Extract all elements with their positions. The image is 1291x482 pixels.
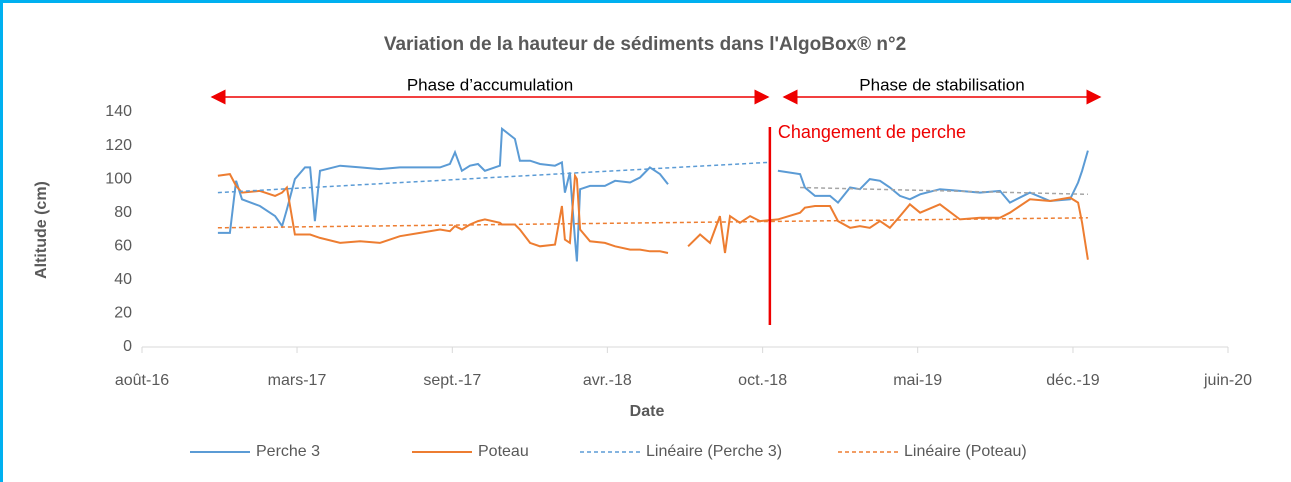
data-line xyxy=(217,172,1089,260)
y-tick-label: 20 xyxy=(114,305,132,322)
y-axis-title: Altitude (cm) xyxy=(33,181,50,279)
y-tick-label: 0 xyxy=(123,338,132,355)
y-tick-label: 60 xyxy=(114,238,132,255)
x-tick-label: mai-19 xyxy=(893,372,942,389)
phase-label: Phase d’accumulation xyxy=(407,75,573,94)
x-tick-label: oct.-18 xyxy=(738,372,787,389)
chart-title: Variation de la hauteur de sédiments dan… xyxy=(384,34,906,55)
trend-line xyxy=(800,186,1088,196)
legend-label: Poteau xyxy=(478,443,529,460)
y-tick-label: 120 xyxy=(105,137,132,154)
y-tick-label: 140 xyxy=(105,103,132,120)
legend-label: Linéaire (Perche 3) xyxy=(646,443,782,460)
change-label: Changement de perche xyxy=(778,122,966,142)
trend-line xyxy=(217,217,1088,229)
x-tick-label: mars-17 xyxy=(268,372,327,389)
y-tick-label: 100 xyxy=(105,170,132,187)
y-tick-label: 80 xyxy=(114,204,132,221)
trend-line xyxy=(217,161,769,194)
x-tick-label: juin-20 xyxy=(1203,372,1252,389)
x-tick-label: août-16 xyxy=(115,372,169,389)
x-axis-title: Date xyxy=(630,403,665,420)
phase-label: Phase de stabilisation xyxy=(859,75,1024,94)
y-tick-label: 40 xyxy=(114,271,132,288)
legend-label: Perche 3 xyxy=(256,443,320,460)
x-tick-label: avr.-18 xyxy=(583,372,632,389)
legend-label: Linéaire (Poteau) xyxy=(904,443,1027,460)
x-tick-label: sept.-17 xyxy=(423,372,481,389)
x-tick-label: déc.-19 xyxy=(1046,372,1099,389)
